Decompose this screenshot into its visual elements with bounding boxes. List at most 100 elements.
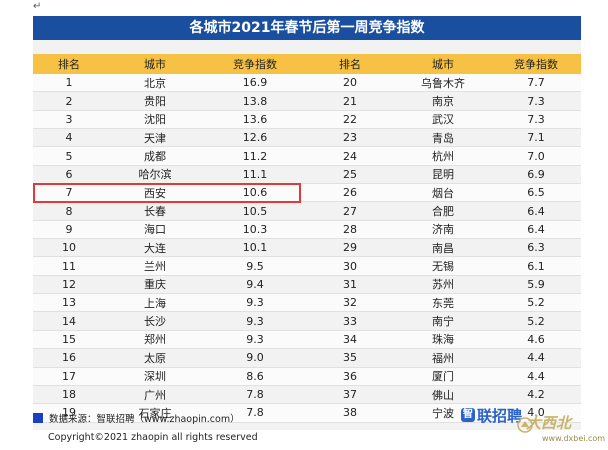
cell-city-left: 重庆 [105,275,205,295]
cell-rank-left: 15 [33,330,105,350]
cell-rank-right: 37 [305,385,395,405]
cell-city-right: 南昌 [395,238,491,258]
cell-city-right: 济南 [395,220,491,240]
cell-city-right: 佛山 [395,385,491,405]
cell-rank-right: 26 [305,183,395,203]
cell-index-left: 9.5 [205,256,305,276]
cell-city-left: 西安 [105,183,205,203]
cell-rank-right: 33 [305,311,395,331]
cell-rank-right: 24 [305,146,395,166]
cell-index-right: 6.4 [491,220,581,240]
table-row: 7 西安 10.6 26 烟台 6.5 [33,183,581,203]
cell-city-right: 乌鲁木齐 [395,74,491,93]
cell-index-left: 12.6 [205,128,305,148]
table-row: 2 贵阳 13.8 21 南京 7.3 [33,91,581,111]
cell-rank-right: 22 [305,110,395,130]
cell-index-right: 5.2 [491,293,581,313]
cell-index-left: 10.5 [205,201,305,221]
cell-city-left: 上海 [105,293,205,313]
cell-index-left: 7.8 [205,403,305,423]
cell-city-left: 天津 [105,128,205,148]
header-rank-left: 排名 [33,54,105,74]
table-row: 13 上海 9.3 32 东莞 5.2 [33,293,581,313]
header-index-left: 竞争指数 [205,54,305,74]
cell-index-right: 4.4 [491,367,581,386]
cell-rank-left: 3 [33,110,105,130]
cell-index-right: 4.0 [491,403,581,423]
zhaopin-logo: 智 联招聘 [461,404,522,426]
table-row: 3 沈阳 13.6 22 武汉 7.3 [33,110,581,130]
cell-index-left: 8.6 [205,367,305,386]
cell-city-right: 东莞 [395,293,491,313]
cell-index-right: 5.9 [491,275,581,295]
cell-index-right: 7.3 [491,110,581,130]
cell-index-right: 7.7 [491,74,581,93]
cell-index-right: 6.3 [491,238,581,258]
cell-index-right: 7.0 [491,146,581,166]
cell-city-left: 郑州 [105,330,205,350]
cell-rank-right: 38 [305,403,395,423]
cell-rank-left: 16 [33,348,105,368]
cell-rank-left: 2 [33,91,105,111]
cell-rank-right: 30 [305,256,395,276]
copyright-text: Copyright©2021 zhaopin all rights reserv… [48,432,258,443]
table-row: 6 哈尔滨 11.1 25 昆明 6.9 [33,165,581,185]
cell-rank-left: 8 [33,201,105,221]
cell-rank-right: 35 [305,348,395,368]
table-row: 1 北京 16.9 20 乌鲁木齐 7.7 [33,74,581,93]
cell-rank-right: 29 [305,238,395,258]
header-city-left: 城市 [105,54,205,74]
ranking-table: 排名 城市 竞争指数 排名 城市 竞争指数 1 北京 16.9 20 乌鲁木齐 7.7 2 贵… [33,54,581,423]
cell-index-right: 6.9 [491,165,581,185]
cell-index-right: 6.4 [491,201,581,221]
cell-rank-left: 10 [33,238,105,258]
cell-index-right: 7.1 [491,128,581,148]
cell-rank-left: 19 [33,403,105,423]
cell-index-left: 11.2 [205,146,305,166]
header-row: 排名 城市 竞争指数 排名 城市 竞争指数 [33,54,581,74]
table-row: 10 大连 10.1 29 南昌 6.3 [33,238,581,258]
cell-city-right: 南宁 [395,311,491,331]
cell-index-left: 9.3 [205,293,305,313]
cell-index-left: 13.6 [205,110,305,130]
cell-city-right: 南京 [395,91,491,111]
cell-rank-right: 25 [305,165,395,185]
cell-index-right: 4.4 [491,348,581,368]
cell-city-left: 贵阳 [105,91,205,111]
cell-rank-right: 28 [305,220,395,240]
watermark-url: www.dxbei.com [542,434,606,443]
cell-index-right: 5.2 [491,311,581,331]
cell-rank-left: 13 [33,293,105,313]
cell-rank-left: 5 [33,146,105,166]
table-row: 16 太原 9.0 35 福州 4.4 [33,348,581,368]
cell-city-right: 福州 [395,348,491,368]
cell-index-left: 13.8 [205,91,305,111]
paragraph-return-icon: ↵ [33,1,42,12]
table-row: 5 成都 11.2 24 杭州 7.0 [33,146,581,166]
table-row: 12 重庆 9.4 31 苏州 5.9 [33,275,581,295]
cell-index-left: 11.1 [205,165,305,185]
cell-city-left: 兰州 [105,256,205,276]
cell-city-right: 昆明 [395,165,491,185]
cell-city-right: 武汉 [395,110,491,130]
cell-rank-right: 36 [305,367,395,386]
cell-index-right: 4.2 [491,385,581,405]
cell-city-right: 无锡 [395,256,491,276]
cell-index-left: 9.3 [205,330,305,350]
table-title: 各城市2021年春节后第一周竞争指数 [33,16,581,40]
cell-city-left: 长春 [105,201,205,221]
cell-city-left: 大连 [105,238,205,258]
cell-rank-right: 20 [305,74,395,93]
table-row: 9 海口 10.3 28 济南 6.4 [33,220,581,240]
cell-index-left: 10.3 [205,220,305,240]
cell-city-left: 长沙 [105,311,205,331]
cell-rank-left: 1 [33,74,105,93]
table-row: 4 天津 12.6 23 青岛 7.1 [33,128,581,148]
cell-rank-left: 7 [33,183,105,203]
logo-mark: 智 [461,408,475,422]
cell-rank-left: 6 [33,165,105,185]
cell-rank-left: 11 [33,256,105,276]
watermark-emblem-icon [517,417,533,433]
cell-index-right: 6.1 [491,256,581,276]
